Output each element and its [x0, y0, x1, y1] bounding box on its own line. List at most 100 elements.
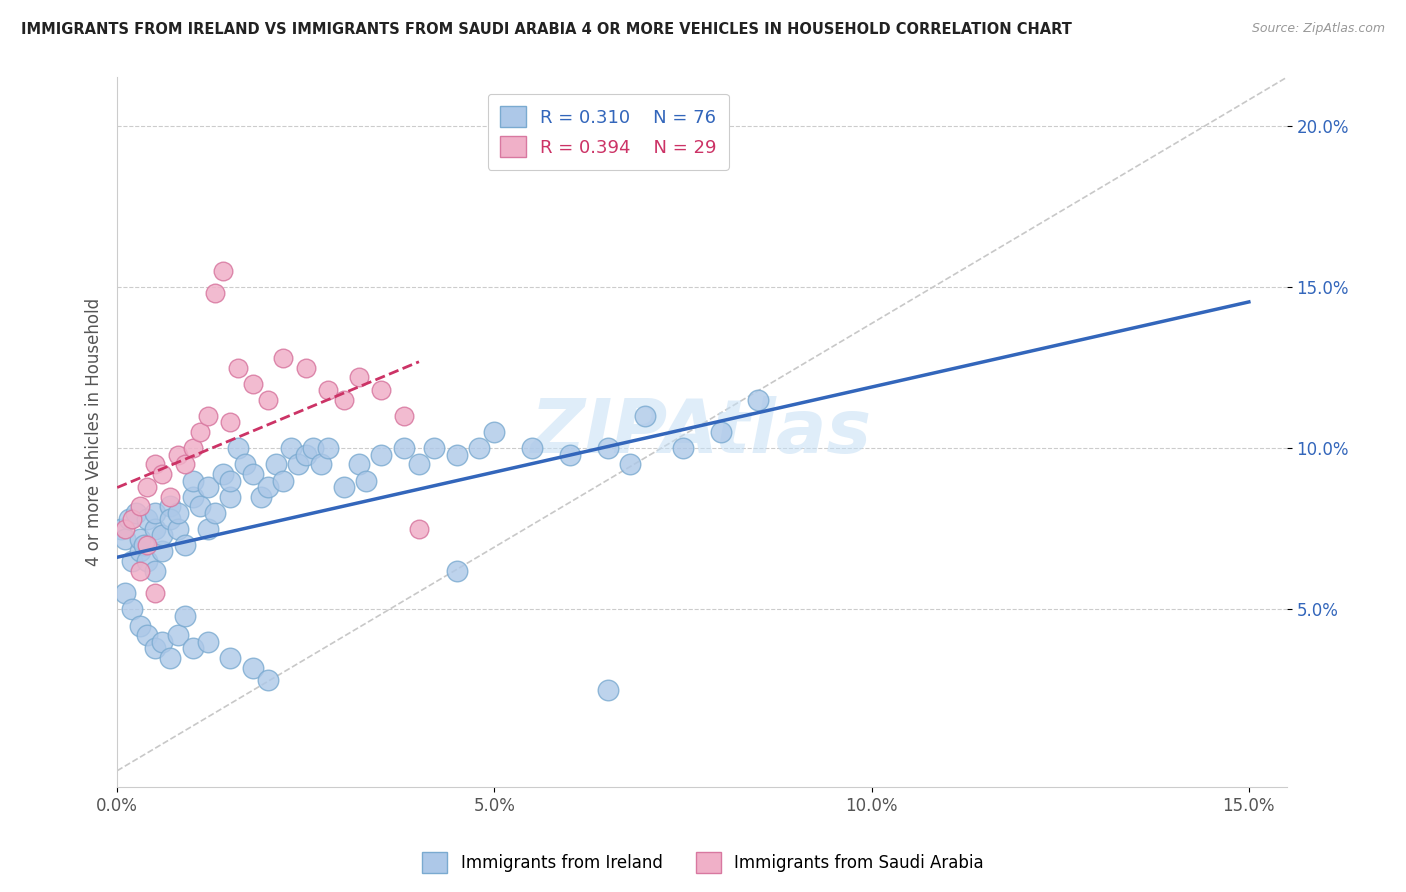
- Point: [347, 458, 370, 472]
- Point: [152, 528, 174, 542]
- Point: [121, 602, 143, 616]
- Point: [271, 351, 294, 365]
- Point: [143, 522, 166, 536]
- Point: [347, 370, 370, 384]
- Point: [446, 448, 468, 462]
- Point: [181, 490, 204, 504]
- Point: [468, 442, 491, 456]
- Text: ZIPAtlas: ZIPAtlas: [531, 396, 873, 468]
- Point: [226, 442, 249, 456]
- Point: [558, 448, 581, 462]
- Point: [294, 360, 316, 375]
- Point: [121, 554, 143, 568]
- Text: Source: ZipAtlas.com: Source: ZipAtlas.com: [1251, 22, 1385, 36]
- Point: [197, 480, 219, 494]
- Point: [117, 512, 139, 526]
- Point: [332, 480, 354, 494]
- Point: [392, 442, 415, 456]
- Point: [166, 522, 188, 536]
- Point: [174, 458, 197, 472]
- Point: [128, 544, 150, 558]
- Point: [181, 641, 204, 656]
- Point: [159, 651, 181, 665]
- Point: [152, 544, 174, 558]
- Point: [235, 458, 257, 472]
- Legend: R = 0.310    N = 76, R = 0.394    N = 29: R = 0.310 N = 76, R = 0.394 N = 29: [488, 94, 730, 169]
- Point: [257, 480, 280, 494]
- Point: [219, 490, 242, 504]
- Point: [152, 634, 174, 648]
- Point: [174, 538, 197, 552]
- Point: [302, 442, 325, 456]
- Point: [280, 442, 302, 456]
- Point: [128, 500, 150, 514]
- Point: [128, 532, 150, 546]
- Point: [242, 660, 264, 674]
- Point: [188, 425, 211, 439]
- Point: [166, 448, 188, 462]
- Point: [136, 554, 159, 568]
- Point: [294, 448, 316, 462]
- Point: [596, 442, 619, 456]
- Point: [211, 264, 233, 278]
- Point: [128, 564, 150, 578]
- Point: [114, 532, 136, 546]
- Point: [143, 586, 166, 600]
- Point: [128, 618, 150, 632]
- Point: [318, 442, 340, 456]
- Point: [136, 628, 159, 642]
- Point: [159, 490, 181, 504]
- Point: [596, 683, 619, 698]
- Y-axis label: 4 or more Vehicles in Household: 4 or more Vehicles in Household: [86, 298, 103, 566]
- Point: [204, 506, 226, 520]
- Point: [242, 376, 264, 391]
- Point: [619, 458, 641, 472]
- Point: [159, 512, 181, 526]
- Point: [114, 522, 136, 536]
- Point: [159, 500, 181, 514]
- Point: [226, 360, 249, 375]
- Point: [197, 634, 219, 648]
- Point: [249, 490, 271, 504]
- Point: [110, 522, 132, 536]
- Point: [181, 474, 204, 488]
- Point: [143, 506, 166, 520]
- Point: [287, 458, 309, 472]
- Point: [136, 512, 159, 526]
- Point: [446, 564, 468, 578]
- Point: [143, 458, 166, 472]
- Point: [143, 641, 166, 656]
- Point: [166, 506, 188, 520]
- Point: [747, 392, 769, 407]
- Point: [132, 538, 155, 552]
- Point: [211, 467, 233, 481]
- Point: [152, 467, 174, 481]
- Point: [257, 392, 280, 407]
- Point: [257, 673, 280, 688]
- Point: [423, 442, 446, 456]
- Point: [188, 500, 211, 514]
- Point: [166, 628, 188, 642]
- Point: [271, 474, 294, 488]
- Point: [309, 458, 332, 472]
- Point: [242, 467, 264, 481]
- Point: [408, 458, 430, 472]
- Point: [181, 442, 204, 456]
- Point: [136, 480, 159, 494]
- Point: [408, 522, 430, 536]
- Point: [332, 392, 354, 407]
- Point: [520, 442, 543, 456]
- Point: [318, 383, 340, 397]
- Point: [672, 442, 695, 456]
- Point: [634, 409, 657, 423]
- Point: [174, 609, 197, 624]
- Point: [197, 522, 219, 536]
- Point: [121, 512, 143, 526]
- Point: [197, 409, 219, 423]
- Point: [136, 538, 159, 552]
- Point: [125, 506, 148, 520]
- Point: [114, 586, 136, 600]
- Point: [354, 474, 377, 488]
- Point: [204, 286, 226, 301]
- Legend: Immigrants from Ireland, Immigrants from Saudi Arabia: Immigrants from Ireland, Immigrants from…: [416, 846, 990, 880]
